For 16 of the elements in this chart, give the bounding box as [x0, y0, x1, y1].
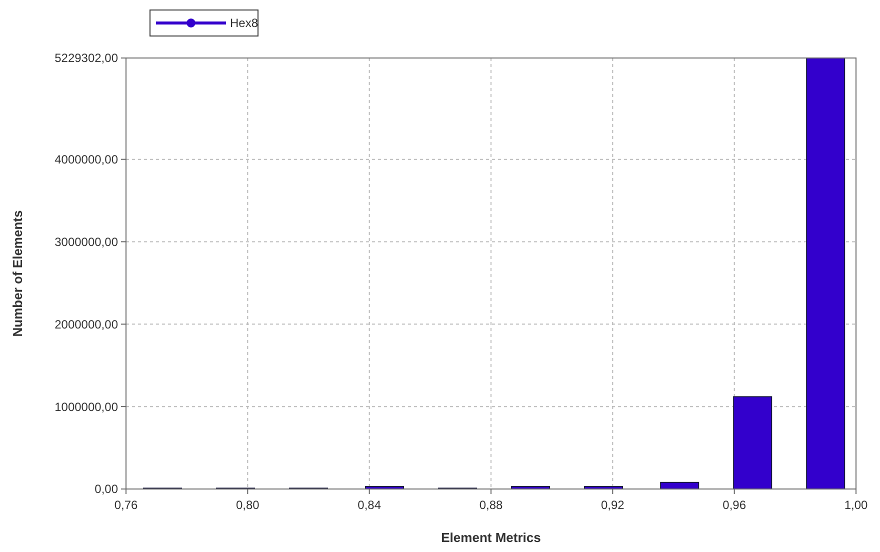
y-tick-label: 2000000,00: [54, 317, 118, 332]
x-tick-label: 0,76: [114, 498, 138, 512]
y-tick-label: 0,00: [94, 482, 118, 496]
y-tick-label: 1000000,00: [54, 400, 118, 414]
x-tick-label: 0,96: [722, 498, 746, 512]
y-axis-title: Number of Elements: [10, 210, 25, 337]
x-tick-label: 0,88: [479, 498, 503, 512]
x-axis-title: Element Metrics: [441, 530, 541, 545]
x-tick-label: 0,92: [600, 498, 625, 512]
x-tick-label: 1,00: [844, 498, 868, 512]
text: Hex8: [230, 16, 258, 30]
x-tick-label: 0,80: [236, 498, 260, 512]
y-tick-label: 4000000,00: [54, 152, 118, 167]
y-tick-label: 5229302,00: [54, 51, 118, 66]
y-tick-label: 3000000,00: [54, 234, 118, 249]
x-tick-label: 0,84: [358, 498, 382, 512]
